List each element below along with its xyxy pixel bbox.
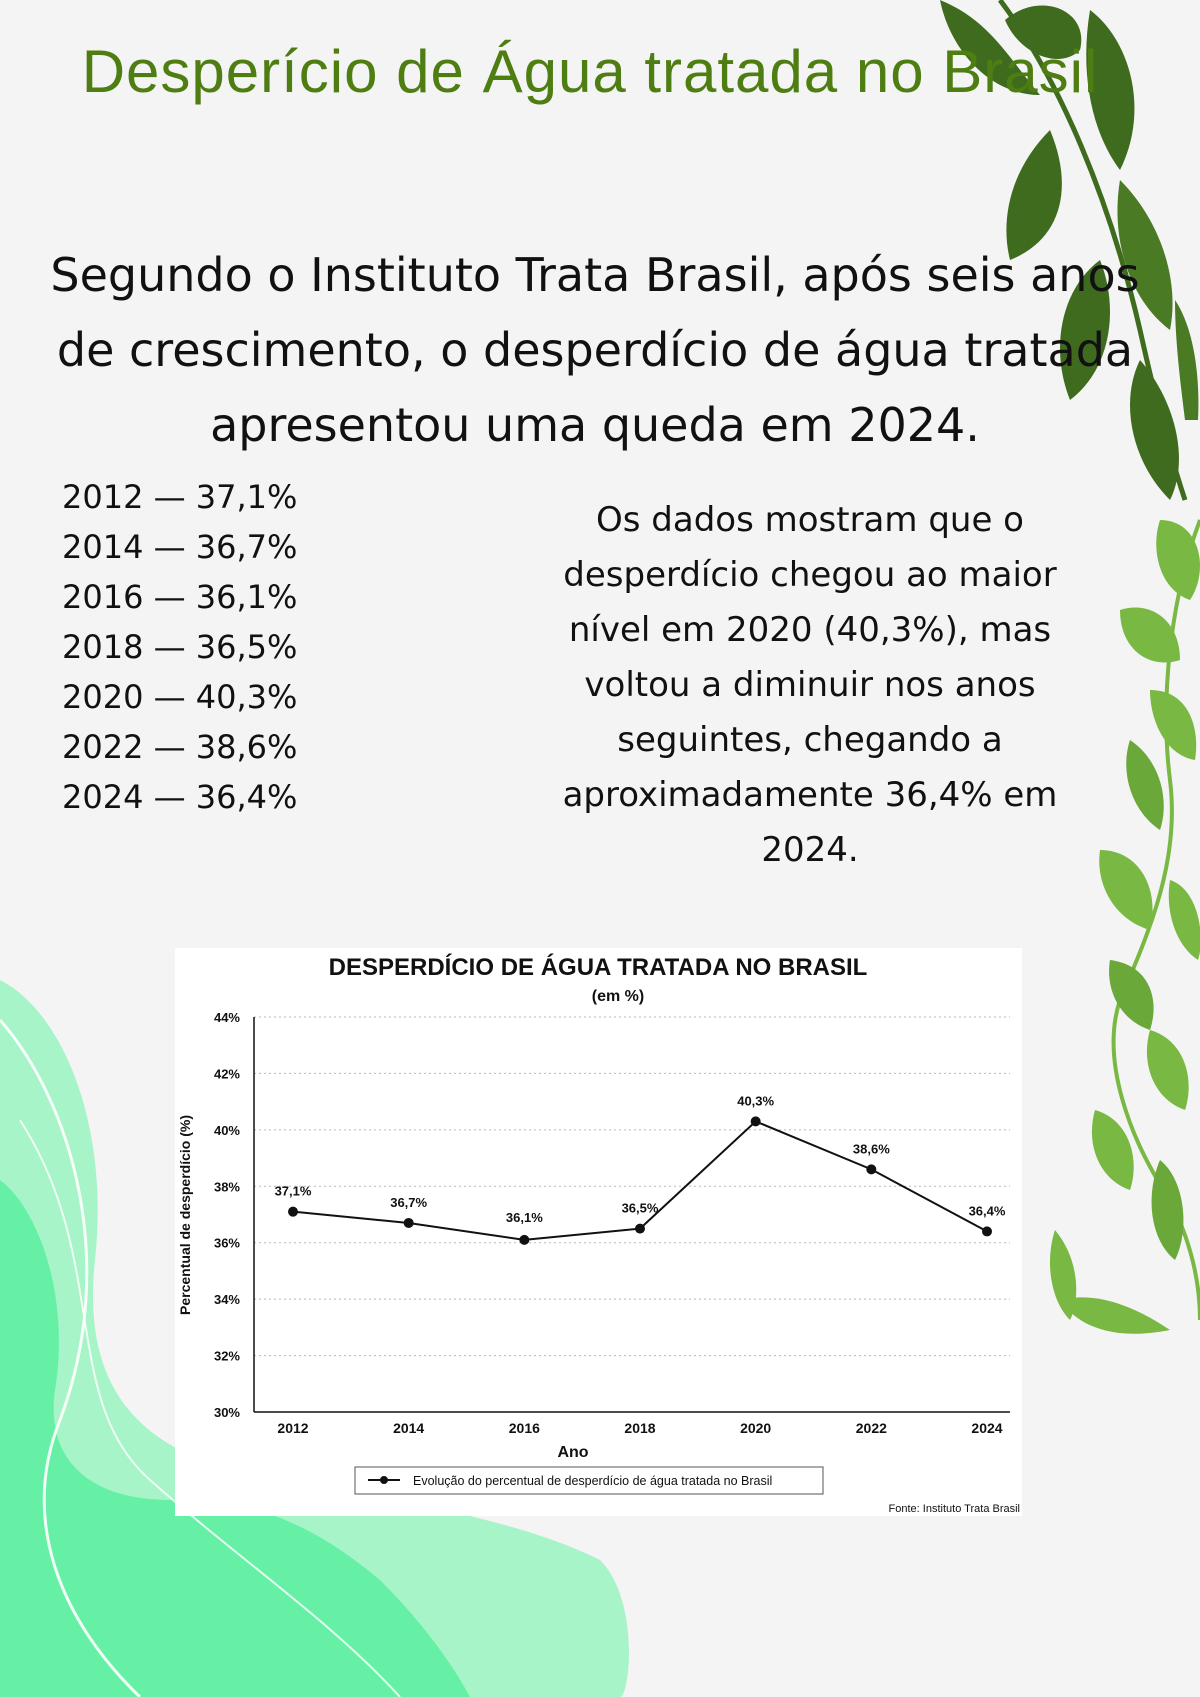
intro-paragraph: Segundo o Instituto Trata Brasil, após s… [50, 248, 1140, 452]
list-item: 2022 — 38,6% [62, 728, 298, 766]
list-item: 2020 — 40,3% [62, 678, 298, 716]
x-tick-label: 2022 [856, 1420, 887, 1436]
data-label: 37,1% [275, 1184, 312, 1199]
data-point [519, 1234, 530, 1245]
data-label: 36,7% [390, 1195, 427, 1210]
x-tick-label: 2018 [624, 1420, 655, 1436]
data-label: 36,4% [969, 1203, 1006, 1218]
legend-box [354, 1466, 824, 1495]
data-point [866, 1164, 877, 1175]
data-label: 36,1% [506, 1210, 543, 1225]
dark-leaves [940, 0, 1199, 501]
data-point [635, 1223, 645, 1234]
data-label: 40,3% [737, 1093, 774, 1108]
x-tick-label: 2020 [740, 1420, 771, 1436]
line-chart: DESPERDÍCIO DE ÁGUA TRATADA NO BRASIL (em… [177, 953, 1020, 1515]
y-axis-label: Percentual de desperdício (%) [177, 1115, 193, 1315]
page-title: Desperício de Água tratada no Brasil [81, 38, 1099, 105]
y-tick-label: 32% [214, 1349, 240, 1364]
list-item: 2012 — 37,1% [62, 478, 298, 516]
chart-subtitle: (em %) [592, 988, 644, 1005]
data-point [750, 1116, 761, 1127]
list-item: 2016 — 36,1% [62, 578, 298, 616]
data-label: 36,5% [622, 1201, 659, 1216]
chart-title: DESPERDÍCIO DE ÁGUA TRATADA NO BRASIL [329, 953, 868, 981]
wave-line-2 [19, 1119, 401, 1697]
legend-label: Evolução do percentual de desperdício de… [413, 1474, 772, 1488]
list-item: 2024 — 36,4% [62, 778, 298, 816]
wave-line [0, 1019, 142, 1697]
source-note: Fonte: Instituto Trata Brasil [889, 1503, 1020, 1515]
data-label: 38,6% [853, 1141, 890, 1156]
y-tick-label: 44% [214, 1010, 240, 1025]
x-tick-label: 2024 [971, 1420, 1002, 1436]
light-green-vine [1050, 519, 1200, 1334]
data-point [982, 1226, 992, 1237]
summary-paragraph: Os dados mostram que o desperdício chego… [562, 500, 1058, 870]
list-item: 2018 — 36,5% [62, 628, 298, 666]
x-tick-label: 2016 [509, 1420, 540, 1436]
x-tick-label: 2012 [277, 1420, 308, 1436]
wave-shape-green [0, 1180, 470, 1697]
series-line [292, 1120, 988, 1241]
chart-card: DESPERDÍCIO DE ÁGUA TRATADA NO BRASIL (em… [175, 948, 1022, 1516]
x-axis-label: Ano [557, 1444, 588, 1461]
y-tick-label: 34% [214, 1292, 240, 1307]
data-point [288, 1206, 298, 1217]
y-tick-label: 40% [214, 1123, 240, 1138]
y-tick-label: 42% [214, 1066, 240, 1081]
data-list: 2012 — 37,1% 2014 — 36,7% 2016 — 36,1% 2… [62, 472, 422, 822]
legend-marker [380, 1476, 388, 1484]
y-tick-label: 36% [214, 1236, 240, 1251]
list-item: 2014 — 36,7% [62, 528, 298, 566]
y-tick-label: 38% [214, 1179, 240, 1194]
y-tick-label: 30% [214, 1405, 240, 1420]
x-tick-label: 2014 [393, 1420, 424, 1436]
data-point [403, 1217, 414, 1228]
